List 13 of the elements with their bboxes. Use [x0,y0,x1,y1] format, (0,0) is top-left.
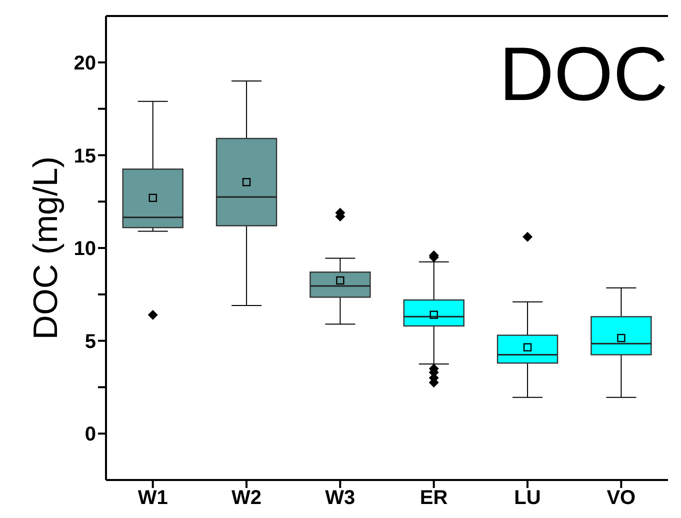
x-tick-label: W3 [325,487,356,510]
x-tick-label: W2 [232,487,262,510]
y-tick-label: 20 [74,52,96,74]
x-tick-label: ER [420,487,448,510]
x-tick-label: W1 [138,487,168,510]
y-tick-label: 0 [84,424,96,446]
y-tick-label: 10 [74,238,96,260]
chart-title: DOC [498,31,668,119]
y-axis-title: DOC (mg/L) [27,156,65,340]
x-tick-label: LU [514,487,541,510]
y-tick-label: 15 [74,145,96,168]
x-tick-label: VO [606,487,636,510]
y-tick-label: 5 [84,330,96,353]
